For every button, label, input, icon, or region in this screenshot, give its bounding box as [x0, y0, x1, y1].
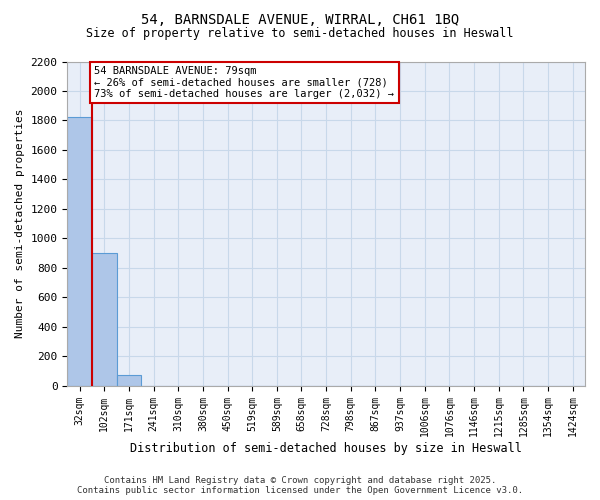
Text: 54, BARNSDALE AVENUE, WIRRAL, CH61 1BQ: 54, BARNSDALE AVENUE, WIRRAL, CH61 1BQ — [141, 12, 459, 26]
Y-axis label: Number of semi-detached properties: Number of semi-detached properties — [15, 109, 25, 338]
Bar — [67, 118, 92, 386]
Text: Size of property relative to semi-detached houses in Heswall: Size of property relative to semi-detach… — [86, 28, 514, 40]
Bar — [92, 253, 116, 386]
Text: Contains HM Land Registry data © Crown copyright and database right 2025.
Contai: Contains HM Land Registry data © Crown c… — [77, 476, 523, 495]
Text: 54 BARNSDALE AVENUE: 79sqm
← 26% of semi-detached houses are smaller (728)
73% o: 54 BARNSDALE AVENUE: 79sqm ← 26% of semi… — [94, 66, 394, 99]
Bar — [116, 376, 141, 386]
X-axis label: Distribution of semi-detached houses by size in Heswall: Distribution of semi-detached houses by … — [130, 442, 522, 455]
